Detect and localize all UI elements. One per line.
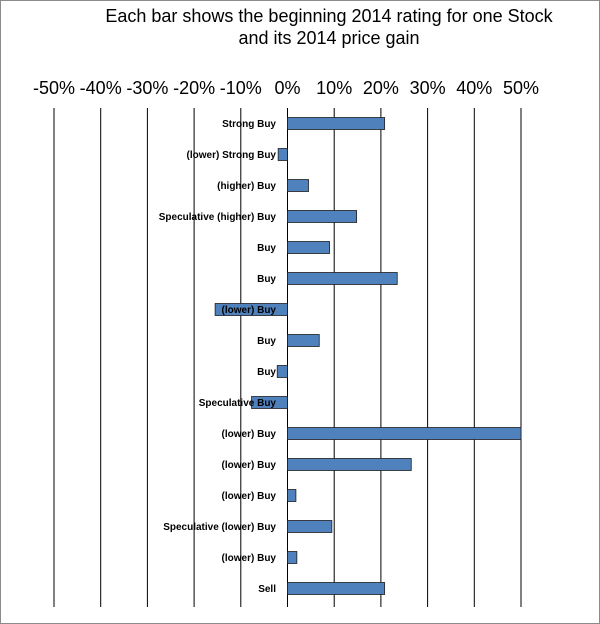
bar <box>287 458 412 471</box>
x-tick-label: -30% <box>126 78 168 98</box>
bar <box>276 365 288 378</box>
category-label: Buy <box>257 274 276 285</box>
bar <box>287 427 522 440</box>
x-tick-label: -40% <box>80 78 122 98</box>
bar <box>287 551 298 564</box>
category-label: Buy <box>257 367 276 378</box>
bar <box>287 241 330 254</box>
category-label: Speculative (lower) Buy <box>163 522 276 533</box>
bar <box>277 148 288 161</box>
bar <box>287 334 320 347</box>
x-tick-label: -10% <box>220 78 262 98</box>
category-label: Speculative Buy <box>199 398 277 409</box>
bar <box>287 210 358 223</box>
x-tick-label: 0% <box>274 78 300 98</box>
bar <box>287 582 386 595</box>
x-tick-label: 50% <box>503 78 539 98</box>
bar <box>287 489 297 502</box>
category-label: (lower) Strong Buy <box>187 150 277 161</box>
category-label: Speculative (higher) Buy <box>159 212 277 223</box>
x-tick-label: 40% <box>456 78 492 98</box>
category-label: (higher) Buy <box>217 181 276 192</box>
category-label: (lower) Buy <box>222 305 277 316</box>
category-label: Buy <box>257 336 276 347</box>
bar <box>287 272 398 285</box>
bar <box>214 303 288 316</box>
x-tick-label: -20% <box>173 78 215 98</box>
category-label: (lower) Buy <box>222 553 277 564</box>
category-label: Sell <box>258 584 276 595</box>
chart-title-line-1: Each bar shows the beginning 2014 rating… <box>105 6 553 26</box>
category-label: (lower) Buy <box>222 460 277 471</box>
x-tick-label: 30% <box>410 78 446 98</box>
category-label: (lower) Buy <box>222 491 277 502</box>
bar <box>287 117 386 130</box>
x-tick-label: 10% <box>316 78 352 98</box>
bar <box>251 396 288 409</box>
x-tick-label: -50% <box>33 78 75 98</box>
chart-title-line-2: and its 2014 price gain <box>238 28 420 48</box>
x-tick-label: 20% <box>363 78 399 98</box>
category-label: Strong Buy <box>222 119 276 130</box>
chart-title: Each bar shows the beginning 2014 rating… <box>61 5 597 49</box>
category-label: Buy <box>257 243 276 254</box>
bar <box>287 179 309 192</box>
bar <box>287 520 333 533</box>
category-label: (lower) Buy <box>222 429 277 440</box>
